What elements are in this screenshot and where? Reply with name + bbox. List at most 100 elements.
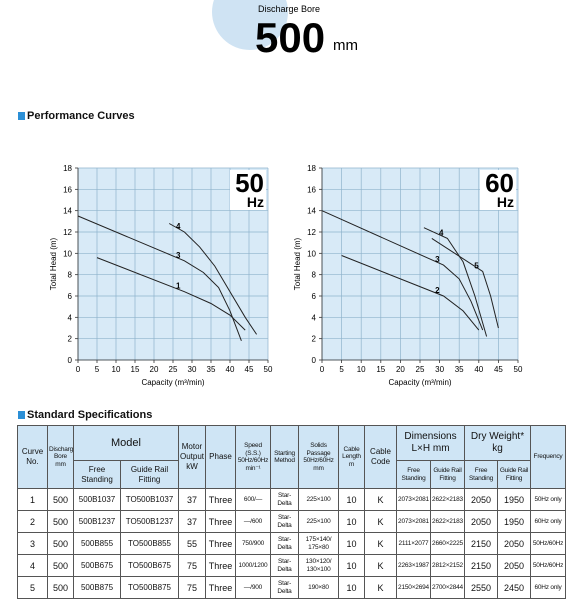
y-tick-label: 18 <box>63 164 72 173</box>
header-caption: Discharge Bore <box>258 4 320 14</box>
table-cell: 2660×2225 <box>430 532 465 555</box>
table-cell: 2450 <box>496 576 532 599</box>
table-cell: 2050 <box>464 488 498 511</box>
table-cell: TO500B875 <box>120 576 179 599</box>
table-cell: K <box>364 554 397 577</box>
x-axis-label: Capacity (m³/min) <box>388 378 451 387</box>
table-cell: 50Hz/60Hz <box>530 532 567 555</box>
table-cell: 175×140/ 175×80 <box>298 532 339 555</box>
table-cell: 500B675 <box>73 554 121 577</box>
y-axis-label: Total Head (m) <box>293 237 302 290</box>
table-cell: 1950 <box>496 510 532 533</box>
x-tick-label: 50 <box>264 365 273 374</box>
table-cell: 2111×2077 <box>396 532 431 555</box>
table-cell: Star-Delta <box>270 532 299 555</box>
header-cell: Free Standing <box>464 460 498 489</box>
table-cell: 2150×2694 <box>396 576 431 599</box>
table-cell: 500 <box>47 576 74 599</box>
x-tick-label: 30 <box>188 365 197 374</box>
x-tick-label: 50 <box>514 365 523 374</box>
table-cell: TO500B1037 <box>120 488 179 511</box>
x-tick-label: 15 <box>131 365 140 374</box>
table-cell: 37 <box>178 488 206 511</box>
freq-unit: Hz <box>247 194 264 210</box>
table-cell: 10 <box>338 532 365 555</box>
y-tick-label: 16 <box>307 185 316 194</box>
table-cell: 2050 <box>464 510 498 533</box>
x-tick-label: 20 <box>150 365 159 374</box>
y-tick-label: 10 <box>63 249 72 258</box>
performance-curve <box>321 210 484 331</box>
table-cell: Three <box>205 576 236 599</box>
curve-label: 2 <box>435 286 440 295</box>
curve-label: 1 <box>176 282 181 291</box>
x-tick-label: 20 <box>396 365 405 374</box>
table-cell: 500B1237 <box>73 510 121 533</box>
header-cell: Free Standing <box>396 460 431 489</box>
freq-label: 50 <box>235 168 264 198</box>
table-cell: 2150 <box>464 532 498 555</box>
table-cell: 2073×2081 <box>396 510 431 533</box>
table-cell: 500B855 <box>73 532 121 555</box>
x-tick-label: 40 <box>474 365 483 374</box>
spec-table: Curve No. Discharge Bore mm Model Motor … <box>17 425 567 599</box>
table-cell: —/900 <box>235 576 271 599</box>
table-cell: 225×100 <box>298 488 339 511</box>
table-cell: 2050 <box>496 532 532 555</box>
table-cell: 1 <box>17 488 48 511</box>
performance-curve <box>168 223 258 335</box>
table-cell: 225×100 <box>298 510 339 533</box>
table-cell: 2622×2183 <box>430 488 465 511</box>
y-tick-label: 8 <box>68 271 73 280</box>
x-tick-label: 0 <box>76 365 81 374</box>
table-cell: TO500B1237 <box>120 510 179 533</box>
x-tick-label: 25 <box>416 365 425 374</box>
table-cell: 2050 <box>496 554 532 577</box>
table-row: 5 500 500B875 TO500B875 75 Three —/900 Star-Del… <box>17 576 567 599</box>
table-cell: Three <box>205 510 236 533</box>
table-cell: 2263×1987 <box>396 554 431 577</box>
header-cell: Dimensions L×H mm <box>396 425 465 461</box>
performance-curve <box>96 257 246 331</box>
table-cell: 2550 <box>464 576 498 599</box>
x-tick-label: 35 <box>207 365 216 374</box>
header-cell: Discharge Bore mm <box>47 425 74 489</box>
table-cell: 2622×2183 <box>430 510 465 533</box>
x-axis-label: Capacity (m³/min) <box>141 378 204 387</box>
freq-label: 60 <box>485 168 514 198</box>
table-row: 2 500 500B1237 TO500B1237 37 Three —/600 Star-D… <box>17 510 567 533</box>
table-cell: 50Hz only <box>530 488 567 511</box>
table-cell: Three <box>205 532 236 555</box>
header-size: 500 <box>255 14 325 61</box>
table-cell: 2073×2081 <box>396 488 431 511</box>
table-row: 3 500 500B855 TO500B855 55 Three 750/900 Star-D… <box>17 532 567 555</box>
header-circle <box>212 0 288 50</box>
x-tick-label: 5 <box>95 365 100 374</box>
table-cell: K <box>364 488 397 511</box>
curve-label: 3 <box>435 255 440 264</box>
header-cell: Guide Rail Fitting <box>496 460 532 489</box>
x-tick-label: 30 <box>435 365 444 374</box>
table-cell: 60Hz only <box>530 576 567 599</box>
table-cell: 2150 <box>464 554 498 577</box>
header-cell: Free Standing <box>73 460 121 489</box>
table-title: Standard Specifications <box>18 409 152 421</box>
y-tick-label: 14 <box>307 207 316 216</box>
table-cell: 750/900 <box>235 532 271 555</box>
x-tick-label: 10 <box>357 365 366 374</box>
header-cell: Phase <box>205 425 236 489</box>
table-cell: 500B875 <box>73 576 121 599</box>
table-row: 1 500 500B1037 TO500B1037 37 Three 600/— Star-D… <box>17 488 567 511</box>
table-cell: 75 <box>178 554 206 577</box>
table-cell: 3 <box>17 532 48 555</box>
table-cell: 10 <box>338 510 365 533</box>
performance-curve <box>431 237 499 329</box>
table-cell: K <box>364 510 397 533</box>
table-cell: 2700×2844 <box>430 576 465 599</box>
y-tick-label: 2 <box>312 335 317 344</box>
y-tick-label: 10 <box>307 249 316 258</box>
x-tick-label: 35 <box>455 365 464 374</box>
table-cell: 55 <box>178 532 206 555</box>
x-tick-label: 45 <box>245 365 254 374</box>
